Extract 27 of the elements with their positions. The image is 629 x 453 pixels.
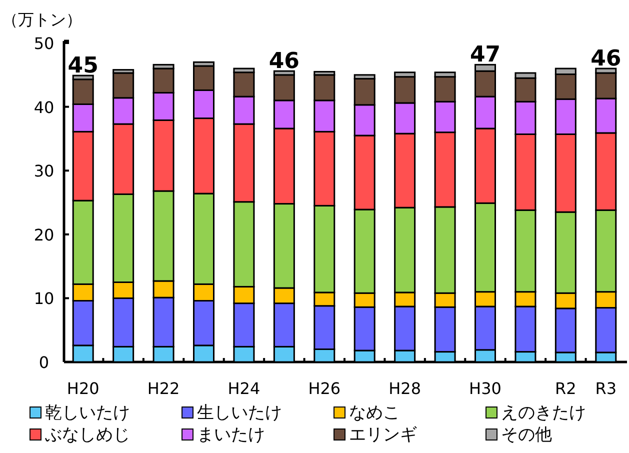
legend-label: まいたけ (197, 425, 265, 445)
x-tick-label: H30 (469, 379, 502, 398)
x-tick-label: H20 (66, 379, 100, 398)
legend-label: その他 (501, 425, 552, 445)
x-tick-label: R2 (555, 379, 576, 398)
y-tick-label: 40 (34, 98, 54, 117)
y-tick-label: 20 (34, 225, 54, 244)
legend-label: ぶなしめじ (45, 425, 130, 445)
legend-label: 乾しいたけ (45, 403, 130, 423)
y-tick-label: 10 (34, 289, 54, 308)
x-tick-label: H24 (228, 379, 260, 398)
legend-label: 生しいたけ (197, 403, 282, 423)
x-tick-label: H22 (147, 379, 180, 398)
x-tick-label: H28 (388, 379, 422, 398)
total-label: 46 (590, 46, 622, 72)
total-label: 45 (68, 54, 98, 79)
total-label: 46 (268, 49, 300, 74)
x-tick-label: H26 (308, 379, 341, 398)
legend-label: エリンギ (349, 425, 417, 445)
legend-label: なめこ (349, 403, 400, 423)
legend-label: えのきたけ (501, 403, 586, 423)
y-axis-title: （万トン） (2, 10, 82, 29)
y-tick-label: 0 (38, 353, 50, 372)
y-tick-label: 50 (34, 34, 54, 53)
y-tick-label: 30 (34, 162, 54, 181)
total-label: 47 (470, 42, 501, 68)
x-tick-label: R3 (595, 379, 617, 398)
